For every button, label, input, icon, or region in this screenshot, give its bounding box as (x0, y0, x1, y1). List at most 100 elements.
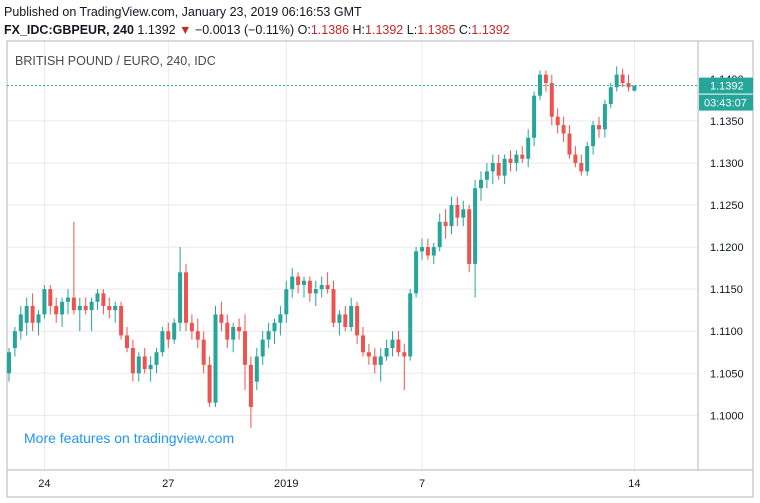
candle-body (361, 335, 365, 353)
candle (461, 200, 466, 227)
published-line: Published on TradingView.com, January 23… (4, 5, 362, 19)
candle-body (496, 162, 501, 176)
candle-body (390, 339, 395, 349)
candle (579, 154, 584, 176)
time-tick-label: 24 (38, 478, 50, 490)
price-axis[interactable]: 1.1350 1.1300 1.1250 1.1200 1.1150 1.1100 1.10… (710, 116, 744, 422)
high-value: 1.1392 (365, 23, 404, 37)
candle (154, 348, 159, 374)
candle-body (591, 125, 596, 147)
candle (272, 318, 277, 344)
candle-body (608, 87, 613, 105)
quote-line: FX_IDC:GBPEUR, 240 1.1392 ▼ −0.0013 (−0.… (4, 23, 510, 37)
candle (12, 327, 17, 357)
candle (319, 276, 324, 298)
candle (142, 348, 147, 374)
candle (148, 356, 153, 382)
candle-body (420, 247, 424, 252)
candle-body (307, 280, 312, 294)
candle-body (89, 301, 94, 311)
change-down-icon: ▼ (179, 23, 192, 37)
time-tick-label: 7 (419, 478, 425, 490)
candle (414, 247, 419, 298)
candle-body (278, 314, 283, 323)
candle-body (42, 289, 47, 315)
candle (125, 327, 129, 353)
price-tick-label: 1.1200 (710, 242, 744, 254)
candle-body (36, 314, 41, 323)
candles (7, 66, 637, 428)
last-price: 1.1392 (137, 23, 176, 37)
candle-body (189, 322, 194, 332)
chart-title: BRITISH POUND / EURO, 240, IDC (15, 54, 216, 68)
candle (30, 293, 35, 332)
candle-body (272, 322, 277, 332)
candle-body (77, 305, 82, 311)
candle (343, 305, 348, 332)
candle (290, 268, 295, 298)
candle-body (561, 125, 566, 134)
candle-body (166, 331, 171, 340)
candle-body (260, 339, 265, 357)
time-axis[interactable]: 2427201971421 (38, 478, 760, 490)
watermark-link[interactable]: More features on tradingview.com (24, 430, 234, 446)
candle-body (284, 289, 289, 315)
candle (160, 327, 165, 357)
candle-body (414, 251, 419, 294)
candle (107, 297, 112, 319)
candle-body (30, 305, 35, 323)
candle-body (160, 331, 165, 353)
candle-body (101, 293, 106, 306)
candle-body (7, 352, 11, 374)
candle-body (148, 364, 153, 370)
candle-body (508, 158, 513, 163)
time-tick-label: 2019 (274, 478, 298, 490)
candle-body (602, 104, 607, 130)
chart-pane-border (6, 40, 754, 498)
candle-body (119, 305, 124, 336)
candle-body (71, 297, 76, 311)
candle (77, 297, 82, 332)
candle-body (549, 83, 554, 117)
candle-body (555, 116, 560, 126)
candle (484, 162, 489, 189)
candle-body (614, 74, 619, 88)
candle (248, 356, 253, 428)
candle (119, 301, 124, 340)
candle-body (431, 247, 436, 256)
candle (254, 348, 259, 391)
candle-body (349, 305, 354, 327)
candle (437, 213, 442, 252)
candle (632, 85, 637, 92)
price-tick-label: 1.1250 (710, 200, 744, 212)
candle-body (313, 289, 318, 294)
candle-body (142, 356, 147, 370)
candle-body (254, 356, 259, 382)
last-price-label: 1.1392 (710, 81, 744, 93)
candle (402, 343, 407, 391)
candle (302, 276, 306, 298)
candle-body (455, 205, 460, 218)
candle (420, 238, 424, 260)
candle (54, 297, 59, 323)
candle (384, 339, 389, 361)
candle-body (449, 205, 454, 227)
candle (83, 297, 88, 315)
candle-body (479, 179, 483, 189)
candle (284, 280, 289, 323)
candle (278, 305, 283, 336)
candle (366, 343, 371, 365)
candle-body (231, 327, 236, 340)
candle-body (408, 293, 413, 357)
candle (455, 196, 460, 227)
candle-body (201, 339, 206, 365)
candle-body (355, 305, 360, 336)
candle-body (48, 289, 53, 306)
candle-body (60, 301, 65, 315)
candle (207, 356, 212, 407)
candle-body (372, 356, 377, 365)
candle-body (154, 352, 159, 365)
candle-body (195, 331, 200, 340)
candle (36, 310, 41, 336)
